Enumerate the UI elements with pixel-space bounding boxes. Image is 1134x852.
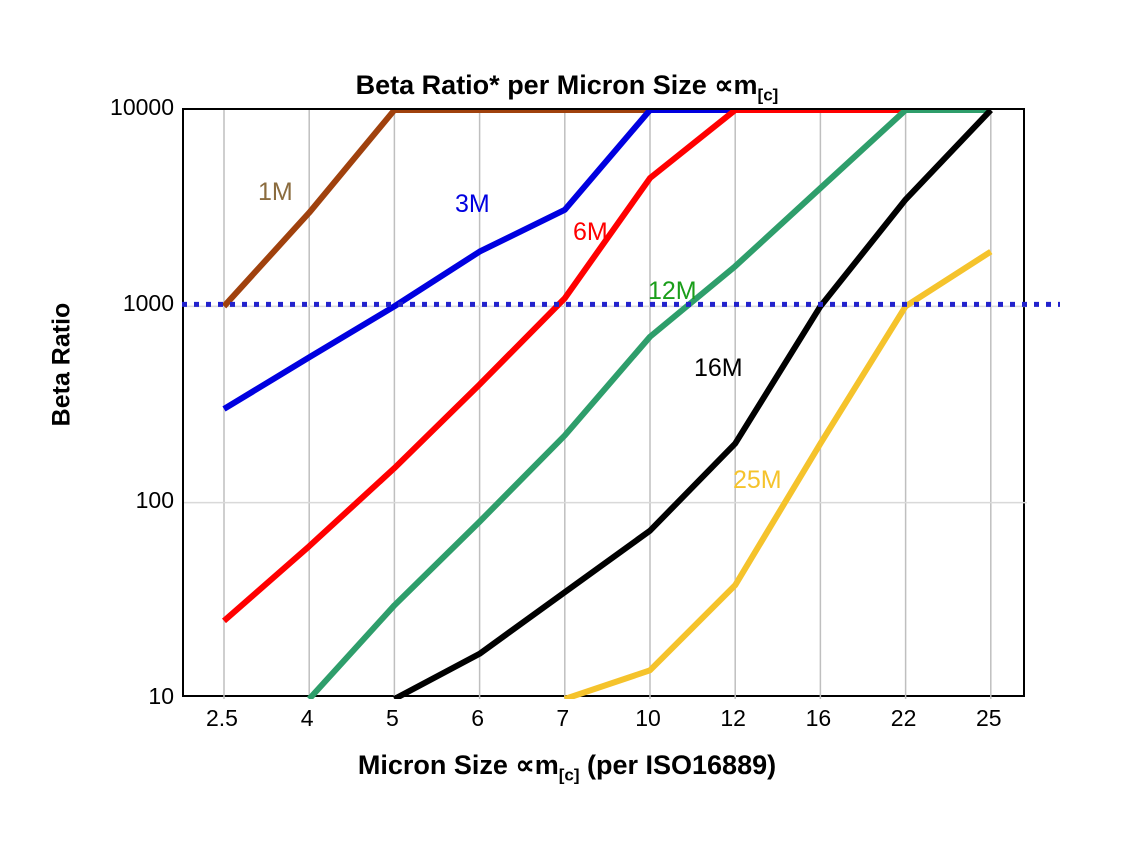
y-axis-tick-labels: 10 100 1000 10000 [62,94,174,709]
series-line-25m [563,249,993,699]
series-line-3m [222,110,991,412]
x-tick-4: 4 [300,705,314,731]
y-tick-10: 10 [148,683,174,709]
x-tick-22: 22 [890,705,917,731]
x-tick-16: 16 [805,705,832,731]
y-tick-10000: 10000 [110,94,174,120]
x-tick-6: 6 [471,705,484,731]
x-axis-tick-labels: 2.5 4 5 6 7 10 12 16 22 25 [182,705,1025,745]
series-line-16m [392,110,993,699]
y-tick-1000: 1000 [122,290,174,317]
chart-title-subscript: [c] [757,85,779,105]
series-line-6m [222,110,991,624]
y-tick-100: 100 [135,486,174,513]
series-label-16m: 16M [694,354,743,382]
series-lines [221,110,993,699]
x-axis-title-post: (per ISO16889) [579,750,777,780]
series-line-1m [221,110,991,309]
x-axis-title: Micron Size ∝m[c] (per ISO16889) [0,750,1134,785]
series-label-12m: 12M [648,277,697,305]
x-tick-12: 12 [720,705,746,731]
series-label-1m: 1M [258,178,293,206]
series-line-12m [306,110,991,699]
x-tick-25: 25 [976,705,1002,731]
series-label-25m: 25M [733,466,782,494]
x-tick-10: 10 [635,705,661,731]
chart-title-main: Beta Ratio* per Micron Size ∝m [355,70,758,100]
chart-canvas [184,110,1027,699]
x-axis-title-subscript: [c] [558,765,580,785]
vertical-gridlines [223,110,992,699]
horizontal-gridlines [184,305,1027,504]
x-tick-5: 5 [385,705,399,731]
series-label-6m: 6M [573,218,608,246]
series-label-3m: 3M [455,190,490,218]
x-tick-7: 7 [556,705,570,731]
page-title: Beta Ratio* per Micron Size ∝m[c] [0,70,1134,105]
x-axis-title-pre: Micron Size ∝m [357,750,559,780]
plot-area [182,108,1027,699]
x-tick-2-5: 2.5 [206,705,238,731]
